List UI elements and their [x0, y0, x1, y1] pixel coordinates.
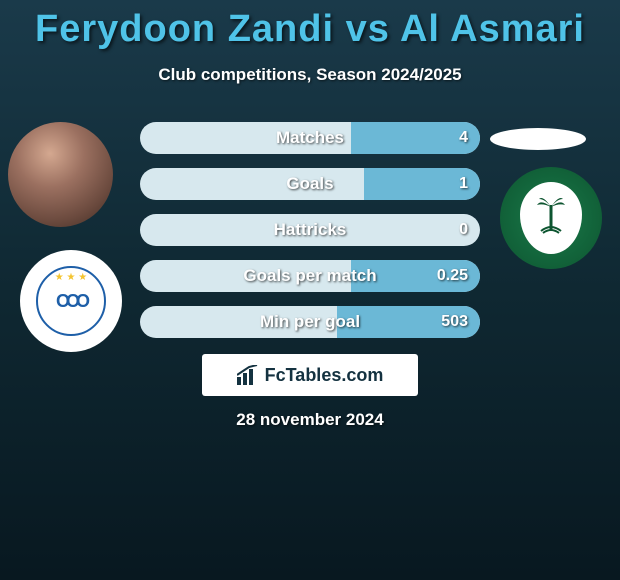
page-title: Ferydoon Zandi vs Al Asmari	[0, 0, 620, 51]
brand-label: FcTables.com	[265, 365, 384, 386]
stat-label: Min per goal	[140, 306, 480, 338]
club-logo-right	[500, 167, 602, 269]
stat-value-right: 0	[459, 214, 468, 246]
stat-value-right: 503	[441, 306, 468, 338]
stat-row: Matches4	[140, 122, 480, 154]
stat-row: Hattricks0	[140, 214, 480, 246]
stat-row: Goals per match0.25	[140, 260, 480, 292]
stat-label: Goals per match	[140, 260, 480, 292]
player-photo-left	[8, 122, 113, 227]
stat-value-right: 4	[459, 122, 468, 154]
rings-icon: OOO	[56, 291, 86, 312]
stat-row: Goals1	[140, 168, 480, 200]
stars-icon: ★ ★ ★	[55, 272, 87, 283]
shield-icon	[520, 182, 582, 254]
bar-chart-icon	[237, 365, 259, 385]
stat-label: Hattricks	[140, 214, 480, 246]
club-logo-left: ★ ★ ★ OOO	[20, 250, 122, 352]
brand-box: FcTables.com	[202, 354, 418, 396]
stats-bars: Matches4Goals1Hattricks0Goals per match0…	[140, 122, 480, 352]
palm-tree-icon	[533, 193, 569, 244]
date-label: 28 november 2024	[0, 410, 620, 430]
esteghlal-badge: ★ ★ ★ OOO	[36, 266, 106, 336]
ahli-badge	[520, 182, 582, 254]
player-photo-right-placeholder	[490, 128, 586, 150]
stat-value-right: 0.25	[437, 260, 468, 292]
stat-row: Min per goal503	[140, 306, 480, 338]
stat-label: Goals	[140, 168, 480, 200]
stat-value-right: 1	[459, 168, 468, 200]
stat-label: Matches	[140, 122, 480, 154]
subtitle: Club competitions, Season 2024/2025	[0, 65, 620, 85]
